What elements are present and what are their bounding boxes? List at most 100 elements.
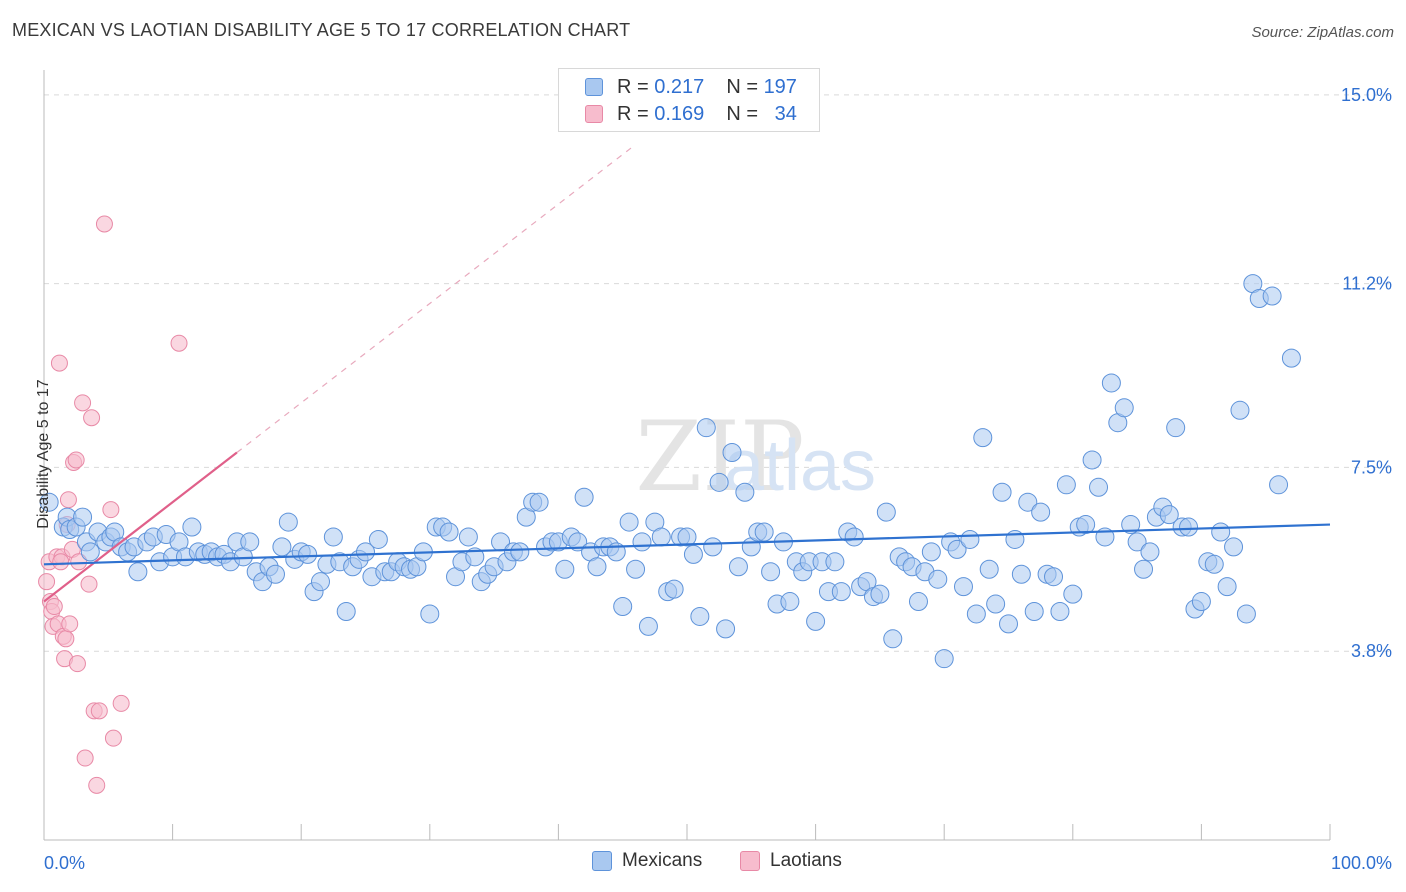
mexicans-point <box>1217 577 1237 597</box>
mexicans-point <box>651 527 671 547</box>
mexicans-trendline <box>43 523 1331 566</box>
x-tick-label-end: 100.0% <box>1331 853 1392 873</box>
mexicans-point <box>934 649 954 669</box>
legend-row-mexicans: R = 0.217 N = 197 <box>585 74 797 100</box>
mexicans-point <box>1018 492 1038 512</box>
mexicans-point <box>1262 286 1282 306</box>
mexicans-points <box>39 274 1301 669</box>
mexicans-point <box>458 527 478 547</box>
mexicans-point <box>696 418 716 438</box>
mexicans-point <box>806 611 826 631</box>
watermark: ZIP <box>635 401 804 513</box>
laotians-point <box>95 215 113 233</box>
mexicans-point <box>973 428 993 448</box>
mexicans-point <box>265 564 285 584</box>
bottom-legend-label: Mexicans <box>622 850 703 871</box>
mexicans-point <box>1224 537 1244 557</box>
legend-n-label: N = <box>726 75 758 98</box>
mexicans-point <box>1236 604 1256 624</box>
mexicans-point <box>876 502 896 522</box>
mexicans-point <box>128 562 148 582</box>
mexicans-point <box>310 572 330 592</box>
mexicans-point <box>883 629 903 649</box>
mexicans-point <box>992 482 1012 502</box>
mexicans-point <box>1134 559 1154 579</box>
mexicans-point <box>1179 517 1199 537</box>
mexicans-point <box>587 557 607 577</box>
mexicans-point <box>619 512 639 532</box>
mexicans-point <box>1063 584 1083 604</box>
mexicans-point <box>529 492 549 512</box>
mexicans-point <box>825 552 845 572</box>
bottom-swatch-laotians <box>740 851 760 871</box>
mexicans-point <box>960 529 980 549</box>
legend-n-value: 34 <box>774 102 797 125</box>
mexicans-point <box>298 544 318 564</box>
laotians-point <box>57 630 75 648</box>
y-tick-label: 7.5% <box>1351 457 1392 477</box>
mexicans-point <box>323 527 343 547</box>
laotians-trendline <box>43 451 238 603</box>
mexicans-point <box>999 614 1018 634</box>
legend-r-label: R = <box>617 75 649 98</box>
y-tick-label: 11.2% <box>1342 274 1392 294</box>
mexicans-point <box>420 604 440 624</box>
mexicans-point <box>1031 502 1051 522</box>
mexicans-point <box>356 542 375 562</box>
mexicans-point <box>568 532 588 552</box>
mexicans-point <box>1269 475 1289 495</box>
mexicans-point <box>1076 515 1096 535</box>
mexicans-point <box>1024 601 1044 621</box>
bottom-legend-laotians: Laotians <box>740 850 842 872</box>
laotians-point <box>38 573 56 591</box>
x-tick-labels: 0.0% 100.0% <box>44 853 1392 873</box>
stats-legend: R = 0.217 N = 197 R = 0.169 N = 34 <box>558 68 820 132</box>
laotians-point <box>170 334 188 352</box>
mexicans-point <box>986 594 1006 614</box>
mexicans-point <box>947 539 967 559</box>
mexicans-point <box>613 597 633 617</box>
mexicans-point <box>1050 601 1070 621</box>
legend-n-label: N = <box>726 102 758 125</box>
mexicans-point <box>761 562 781 582</box>
laotians-point <box>104 729 122 747</box>
mexicans-point <box>966 604 986 624</box>
laotians-point <box>112 694 130 712</box>
mexicans-point <box>439 522 459 542</box>
mexicans-point <box>638 616 658 636</box>
gridlines <box>44 94 1390 652</box>
laotians-point <box>45 598 63 616</box>
bottom-swatch-mexicans <box>592 851 612 871</box>
axes <box>43 70 1331 841</box>
legend-r-value: 0.169 <box>654 102 705 125</box>
mexicans-point <box>1281 348 1301 368</box>
x-tick-label-start: 0.0% <box>44 853 85 873</box>
mexicans-point <box>844 527 864 547</box>
mexicans-point <box>368 529 388 549</box>
mexicans-point <box>683 544 703 564</box>
y-tick-label: 3.8% <box>1351 641 1392 661</box>
bottom-legend-mexicans: Mexicans <box>592 850 702 872</box>
mexicans-point <box>182 517 202 537</box>
laotians-point <box>67 451 85 469</box>
laotians-point <box>88 776 106 794</box>
mexicans-point <box>728 557 748 577</box>
mexicans-point <box>632 532 652 552</box>
laotians-point <box>76 749 94 767</box>
source-label: Source: ZipAtlas.com <box>1251 24 1394 41</box>
laotians-point <box>50 354 68 372</box>
mexicans-point <box>831 582 851 602</box>
laotians-point <box>83 409 101 427</box>
mexicans-point <box>735 482 755 502</box>
y-axis-label: Disability Age 5 to 17 <box>35 379 52 529</box>
mexicans-point <box>921 542 941 562</box>
laotians-point <box>68 655 86 673</box>
mexicans-point <box>240 532 260 552</box>
mexicans-point <box>703 537 723 557</box>
mexicans-point <box>336 601 356 621</box>
y-tick-labels: 3.8% 7.5% 11.2% 15.0% <box>1341 85 1392 661</box>
laotians-point <box>80 575 98 593</box>
legend-r-value: 0.217 <box>654 75 705 98</box>
mexicans-point <box>1127 532 1147 552</box>
